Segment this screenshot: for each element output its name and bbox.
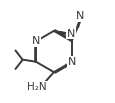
- Text: N: N: [67, 57, 75, 67]
- Text: N: N: [32, 36, 40, 46]
- Text: H₂N: H₂N: [26, 81, 46, 92]
- Text: N: N: [66, 29, 74, 39]
- Text: N: N: [76, 11, 84, 21]
